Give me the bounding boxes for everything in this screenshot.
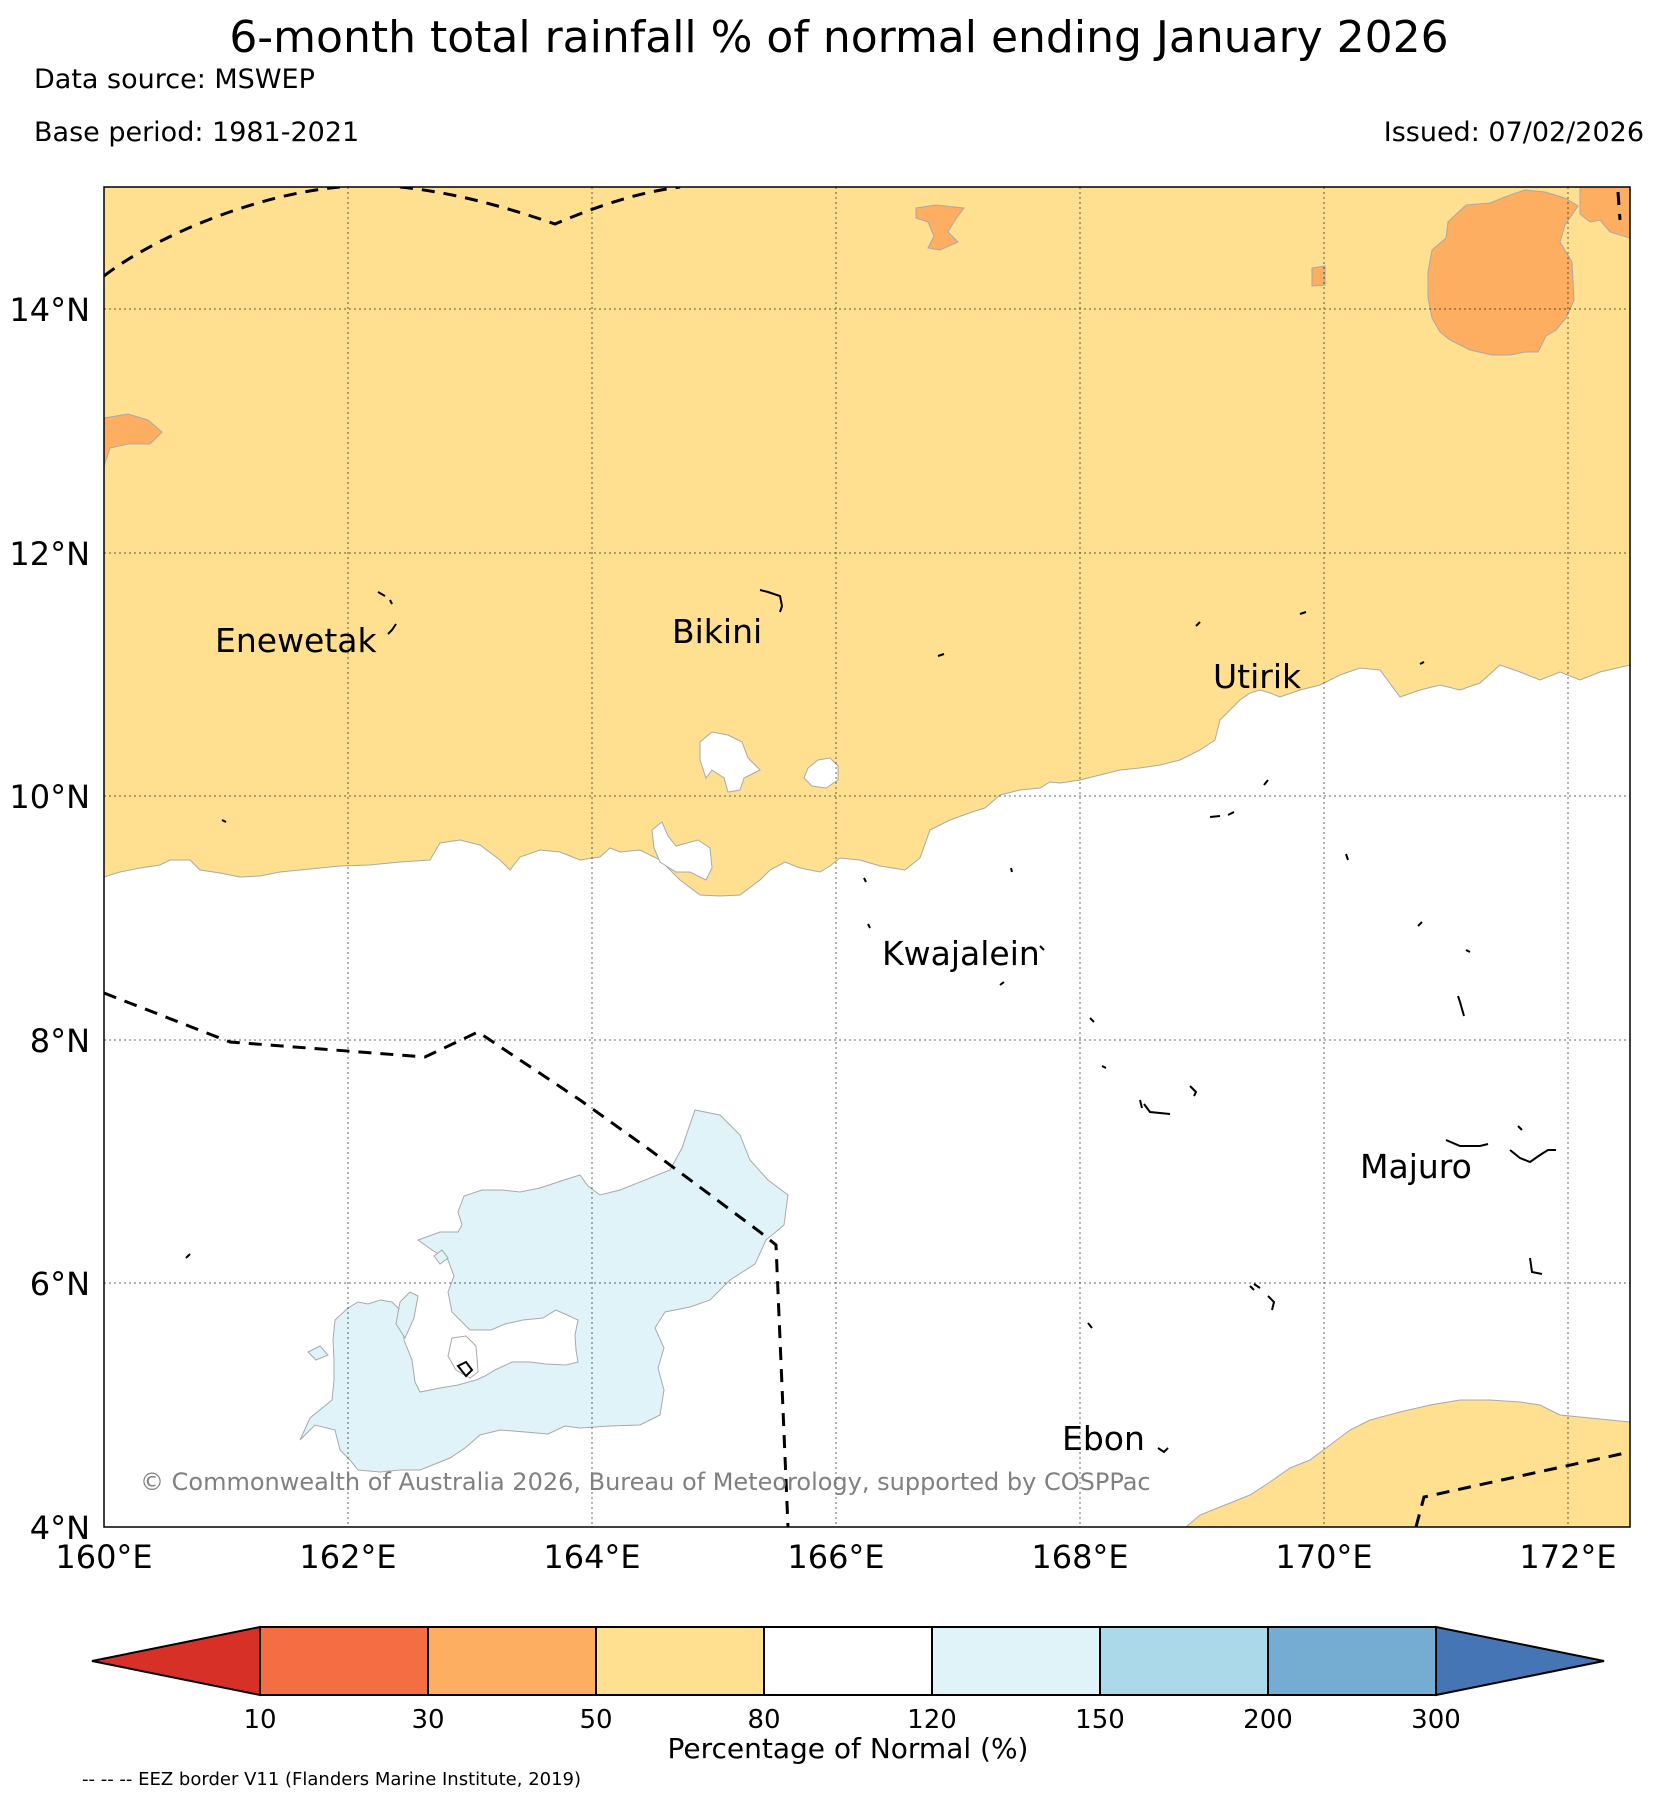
page-title: 6-month total rainfall % of normal endin…	[229, 12, 1449, 63]
data-source: Data source: MSWEP	[34, 64, 315, 95]
rain-zone-80-120-hole-a	[699, 731, 761, 793]
atoll-majuro	[1445, 1139, 1556, 1164]
rain-zone-30-50-west	[104, 413, 163, 467]
place-label-majuro: Majuro	[1360, 1147, 1472, 1186]
y-tick-label: 12°N	[9, 535, 90, 573]
colorbar-tick-label: 200	[1243, 1705, 1293, 1735]
atoll-jaluit	[1253, 1283, 1276, 1311]
atoll-misc-9	[1087, 1285, 1255, 1329]
atoll-kili	[456, 1360, 474, 1378]
atoll-outlines	[185, 589, 1556, 1454]
colorbar-segment-10-30	[259, 1626, 429, 1696]
colorbar-tick-label: 120	[907, 1705, 957, 1735]
atoll-misc-7	[1139, 1085, 1198, 1109]
atoll-misc-1	[1419, 661, 1425, 665]
atoll-misc-4	[1263, 779, 1269, 786]
colorbar-ticks: 10 30 50 80 120 150 200 300	[243, 1705, 1460, 1735]
atoll-rongelap	[937, 653, 945, 657]
x-tick-label: 160°E	[55, 1538, 152, 1576]
map-frame	[103, 186, 1631, 1528]
atoll-misc-5	[1209, 811, 1235, 818]
rain-zone-120-150-islet-a	[395, 1291, 419, 1340]
map-panel: Enewetak Bikini Utirik Kwajalein Majuro …	[104, 187, 1630, 1527]
rain-zone-80-120-hole-c	[651, 821, 713, 881]
atoll-misc-11	[863, 877, 1005, 986]
x-tick-label: 172°E	[1519, 1538, 1616, 1576]
rain-zone-120-150-islet-b	[307, 1345, 329, 1361]
colorbar-tick-label: 10	[243, 1705, 276, 1735]
rain-zone-30-50-north-small	[915, 204, 965, 251]
atoll-kwajalein	[1010, 867, 1045, 951]
rain-zone-120-150-islet-c	[433, 1249, 449, 1265]
atoll-utirik	[1299, 611, 1307, 615]
atoll-mili	[1529, 1257, 1543, 1275]
place-label-bikini: Bikini	[672, 612, 762, 651]
colorbar-segment-30-50	[427, 1626, 597, 1696]
colorbar-tick-label: 30	[411, 1705, 444, 1735]
eez-border-north	[104, 187, 681, 278]
rain-zone-50-80-north	[104, 187, 1630, 897]
colorbar-title: Percentage of Normal (%)	[668, 1732, 1029, 1765]
atoll-maloelap	[1143, 1103, 1171, 1115]
colorbar-segment-above-300	[1435, 1625, 1605, 1697]
atoll-ebon	[1157, 1447, 1169, 1454]
map-grid	[104, 187, 1630, 1527]
y-tick-label: 6°N	[30, 1265, 90, 1303]
x-tick-label: 164°E	[543, 1538, 640, 1576]
colorbar-tick-label: 50	[579, 1705, 612, 1735]
place-label-utirik: Utirik	[1213, 657, 1302, 696]
atoll-misc-6	[1089, 1017, 1107, 1069]
colorbar-tick-label: 80	[747, 1705, 780, 1735]
base-period: Base period: 1981-2021	[34, 117, 360, 148]
colorbar-segment-below-10	[91, 1625, 261, 1697]
rain-zone-80-120-hole-b	[803, 757, 839, 789]
rain-zone-30-50-northeast	[1427, 189, 1579, 356]
eez-border-northeast	[1616, 191, 1622, 221]
y-axis: 4°N 6°N 8°N 10°N 12°N 14°N	[9, 291, 90, 1547]
atoll-misc-3	[1345, 853, 1349, 861]
x-tick-label: 168°E	[1031, 1538, 1128, 1576]
x-tick-label: 170°E	[1275, 1538, 1372, 1576]
atoll-misc-8	[1417, 921, 1523, 1131]
copyright-notice: © Commonwealth of Australia 2026, Bureau…	[140, 1468, 1151, 1496]
colorbar-segment-50-80	[595, 1626, 765, 1696]
rain-zone-120-150-south	[299, 1109, 789, 1473]
x-tick-label: 162°E	[299, 1538, 396, 1576]
y-tick-label: 8°N	[30, 1022, 90, 1060]
colorbar-segment-120-150	[931, 1626, 1101, 1696]
y-tick-label: 10°N	[9, 778, 90, 816]
x-axis: 160°E 162°E 164°E 166°E 168°E 170°E 172°…	[55, 1538, 1616, 1576]
rain-zone-30-50-dot	[1311, 265, 1326, 287]
place-label-kwajalein: Kwajalein	[882, 934, 1040, 973]
issued-date: Issued: 07/02/2026	[1383, 117, 1644, 148]
y-tick-label: 4°N	[30, 1509, 90, 1547]
colorbar-segment-80-120	[763, 1626, 933, 1696]
eez-border-mid	[104, 991, 790, 1527]
colorbar-segment-150-200	[1099, 1626, 1269, 1696]
place-label-enewetak: Enewetak	[215, 621, 378, 660]
rain-zone-50-80-southeast	[1185, 1399, 1630, 1527]
x-tick-label: 166°E	[787, 1538, 884, 1576]
atoll-enewetak	[377, 591, 397, 635]
y-tick-label: 14°N	[9, 291, 90, 329]
atoll-misc-10	[185, 1253, 191, 1259]
eez-borders	[104, 187, 1630, 1527]
eez-border-southeast	[1414, 1450, 1630, 1527]
colorbar	[91, 1625, 1605, 1697]
atoll-wotho	[221, 819, 227, 823]
place-label-ebon: Ebon	[1062, 1419, 1145, 1458]
colorbar-tick-label: 150	[1075, 1705, 1125, 1735]
colorbar-segment-200-300	[1267, 1626, 1437, 1696]
atoll-misc-2	[1195, 621, 1201, 627]
colorbar-tick-label: 300	[1411, 1705, 1461, 1735]
atoll-bikini	[759, 589, 784, 613]
eez-border-note: -- -- -- EEZ border V11 (Flanders Marine…	[82, 1769, 581, 1790]
